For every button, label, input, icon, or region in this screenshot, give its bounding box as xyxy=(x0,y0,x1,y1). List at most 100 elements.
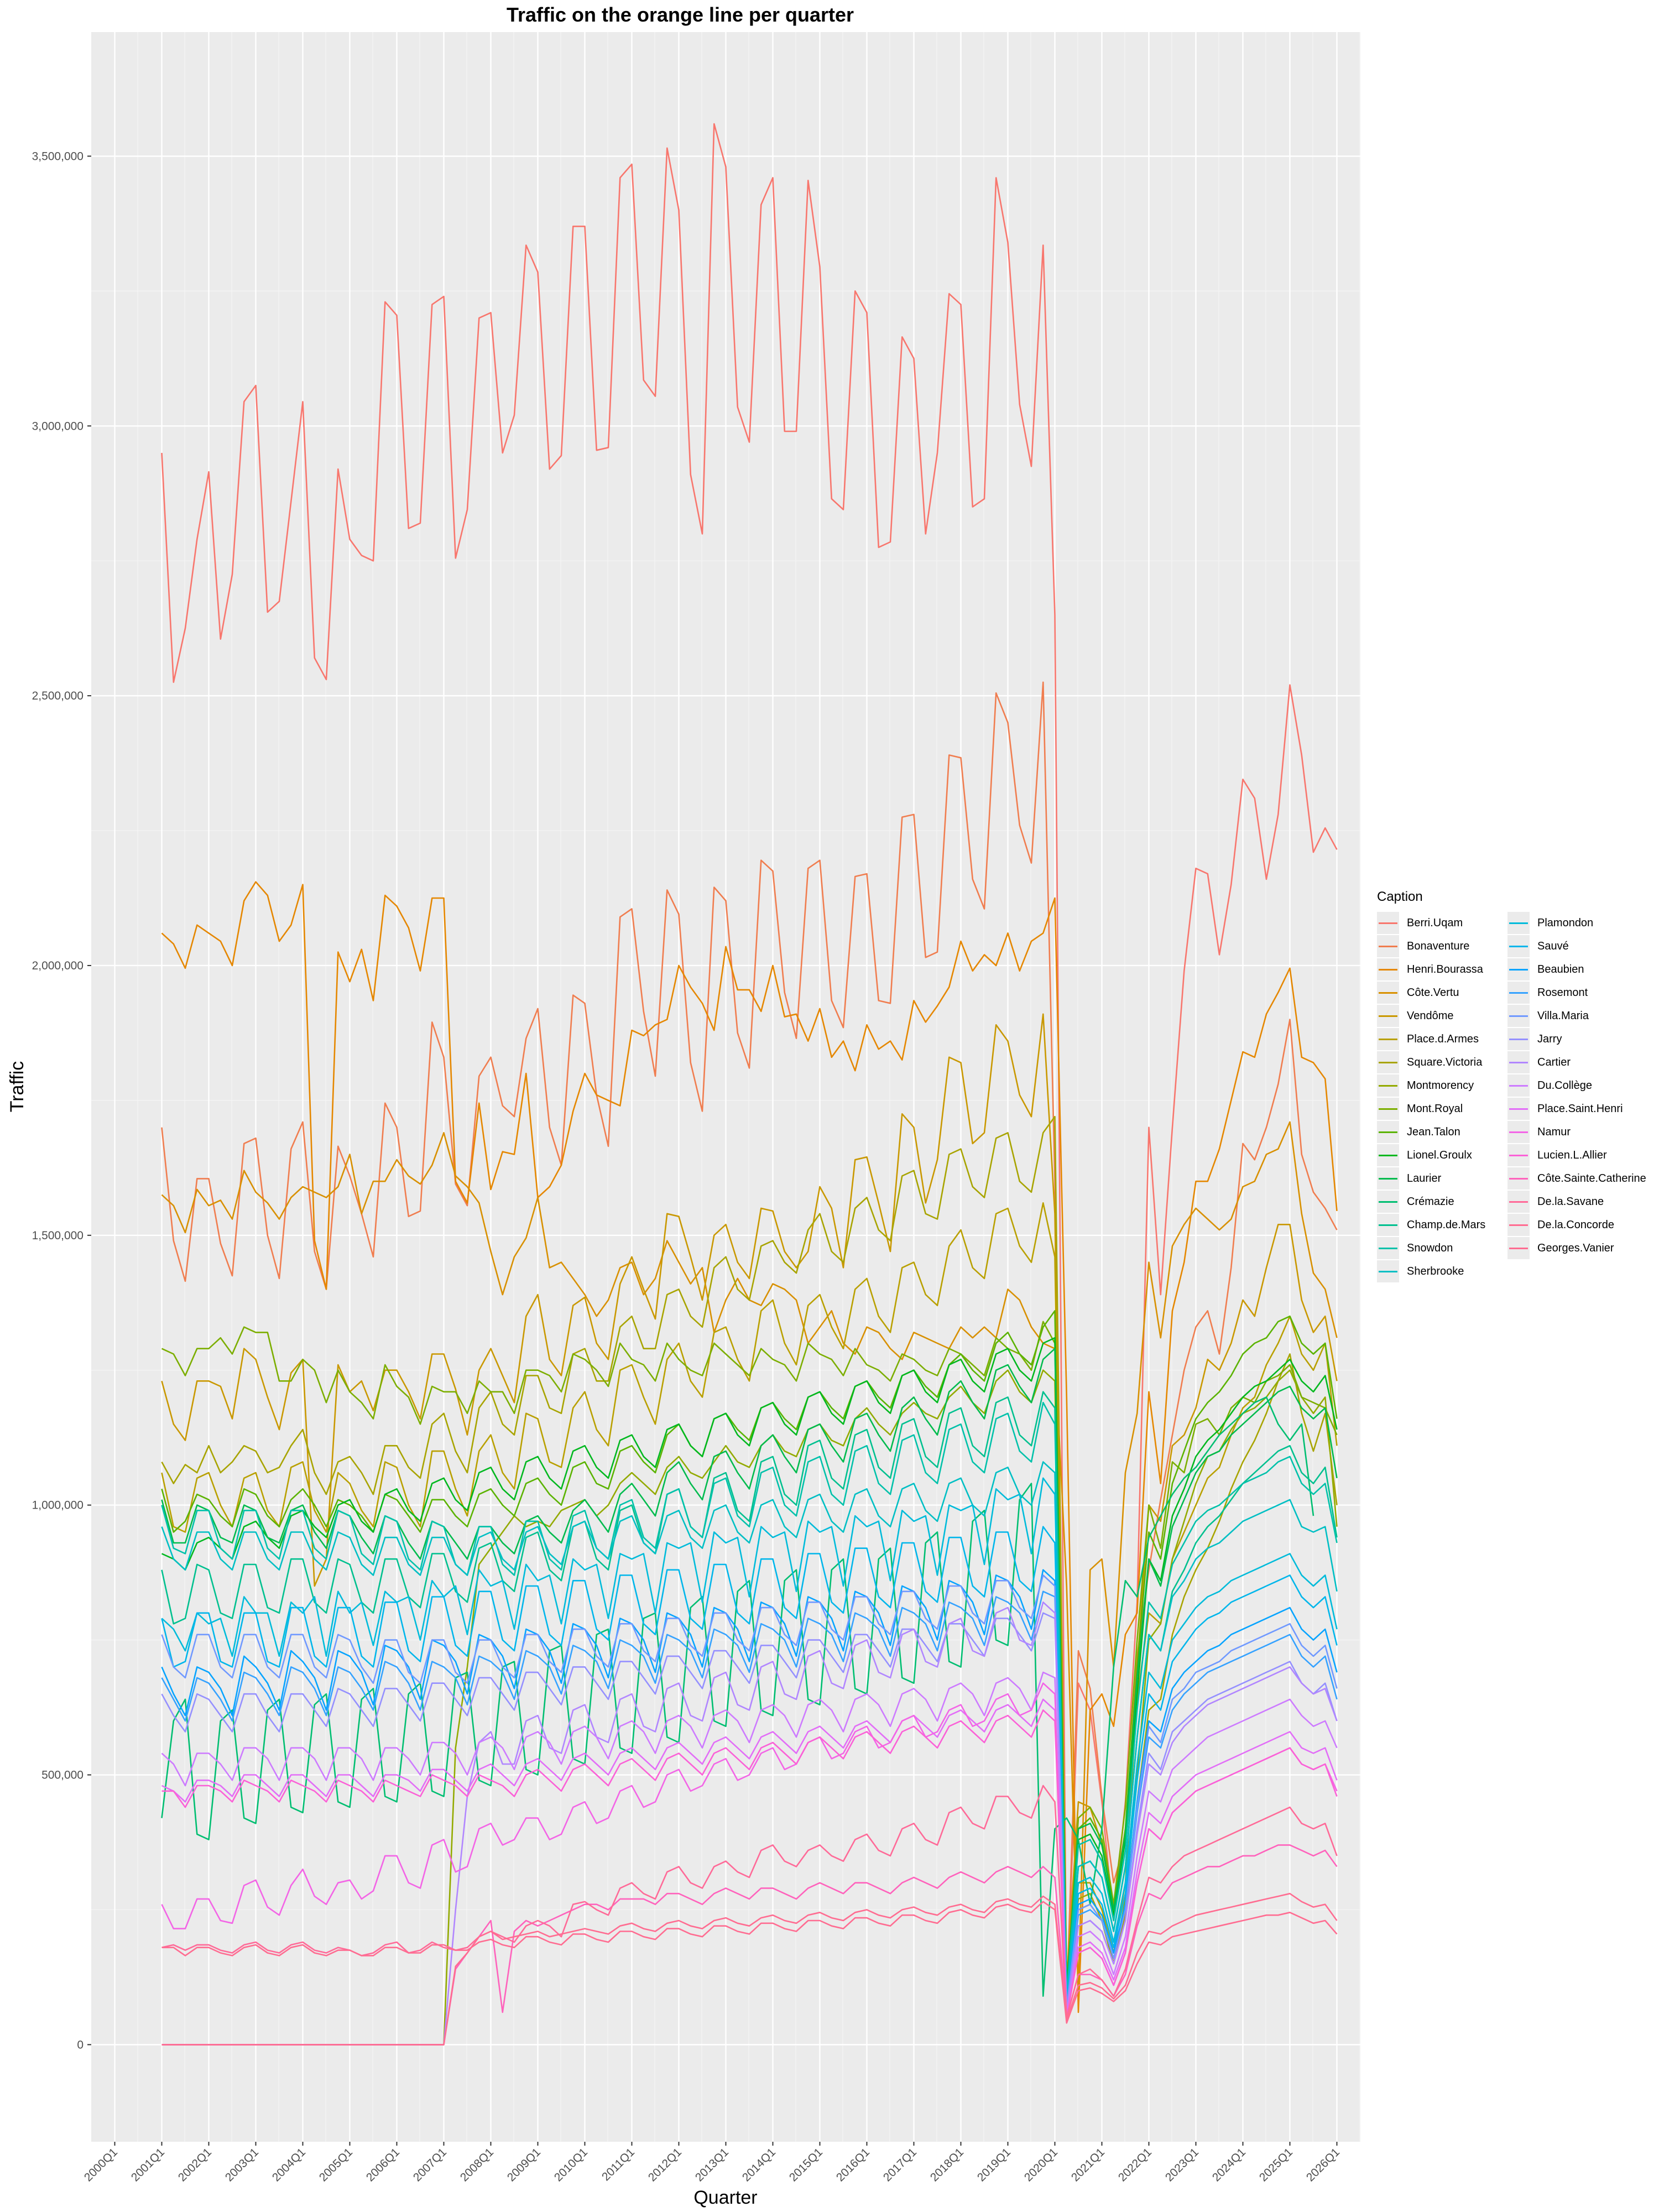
x-tick-label: 2013Q1 xyxy=(693,2146,731,2184)
legend-label: De.la.Savane xyxy=(1537,1195,1604,1208)
series-line xyxy=(161,1901,1338,2024)
x-axis-title: Quarter xyxy=(693,2187,757,2208)
series-lines xyxy=(161,123,1338,2046)
x-tick-label: 2019Q1 xyxy=(975,2146,1013,2184)
x-tick-label: 2006Q1 xyxy=(364,2146,402,2184)
legend-key xyxy=(1507,982,1530,1004)
legend-swatch xyxy=(1379,992,1397,994)
legend-key xyxy=(1507,912,1530,934)
legend-swatch xyxy=(1379,1248,1397,1249)
legend-item: Sherbrooke xyxy=(1377,1260,1499,1283)
legend-label: Champ.de.Mars xyxy=(1407,1218,1486,1231)
legend-label: Beaubien xyxy=(1537,963,1584,975)
legend-swatch xyxy=(1509,1062,1528,1063)
legend-key xyxy=(1377,1028,1399,1050)
legend-label: Cartier xyxy=(1537,1056,1571,1068)
legend-label: Plamondon xyxy=(1537,916,1594,929)
legend-key xyxy=(1377,1074,1399,1097)
legend-key xyxy=(1507,1028,1530,1050)
x-tick-label: 2004Q1 xyxy=(270,2146,308,2184)
legend-key xyxy=(1377,1144,1399,1166)
series-line xyxy=(161,1396,1314,1997)
legend-key xyxy=(1507,958,1530,980)
y-axis-title: Traffic xyxy=(7,1061,28,1113)
series-line xyxy=(161,1477,1338,2002)
y-tick-label: 2,000,000 xyxy=(32,959,84,972)
legend-item: Namur xyxy=(1507,1120,1635,1144)
legend-item: Georges.Vanier xyxy=(1507,1237,1635,1260)
legend-label: Square.Victoria xyxy=(1407,1056,1483,1068)
legend-item: Place.d.Armes xyxy=(1377,1027,1499,1051)
legend-swatch xyxy=(1379,1155,1397,1156)
legend-swatch xyxy=(1379,1062,1397,1063)
legend-label: De.la.Concorde xyxy=(1537,1218,1614,1231)
legend-key xyxy=(1507,1191,1530,1213)
x-tick-label: 2015Q1 xyxy=(787,2146,825,2184)
series-line xyxy=(161,1402,1338,1997)
legend-item: Jarry xyxy=(1507,1027,1635,1051)
series-line xyxy=(161,1526,1338,2008)
x-tick-label: 2012Q1 xyxy=(646,2146,684,2184)
legend-swatch xyxy=(1379,1271,1397,1272)
legend-item: Villa.Maria xyxy=(1507,1004,1635,1027)
x-tick-label: 2018Q1 xyxy=(928,2146,966,2184)
legend-item: Du.Collège xyxy=(1507,1074,1635,1097)
legend-swatch xyxy=(1509,1039,1528,1040)
legend-key xyxy=(1377,912,1399,934)
legend-label: Place.d.Armes xyxy=(1407,1032,1479,1045)
x-tick-label: 2005Q1 xyxy=(317,2146,355,2184)
legend-item: Côte.Vertu xyxy=(1377,981,1499,1004)
legend-swatch xyxy=(1379,1085,1397,1087)
x-tick-label: 2017Q1 xyxy=(881,2146,919,2184)
legend-key xyxy=(1377,935,1399,957)
legend-item: Beaubien xyxy=(1507,958,1635,981)
legend-label: Namur xyxy=(1537,1125,1571,1138)
series-line xyxy=(161,1709,1338,2018)
legend-swatch xyxy=(1509,1155,1528,1156)
x-tick-label: 2001Q1 xyxy=(129,2146,167,2184)
x-tick-label: 2002Q1 xyxy=(176,2146,214,2184)
legend-item: Mont.Royal xyxy=(1377,1097,1499,1120)
series-line xyxy=(161,881,1338,2013)
legend-key xyxy=(1507,1144,1530,1166)
legend-item: Henri.Bourassa xyxy=(1377,958,1499,981)
legend-swatch xyxy=(1379,946,1397,947)
legend-swatch xyxy=(1509,1131,1528,1133)
y-tick-label: 1,000,000 xyxy=(32,1499,84,1512)
y-tick-label: 3,500,000 xyxy=(32,150,84,163)
legend-item: Lionel.Groulx xyxy=(1377,1144,1499,1167)
x-tick-label: 2014Q1 xyxy=(740,2146,778,2184)
series-line xyxy=(161,1310,1338,1992)
legend-key xyxy=(1507,1051,1530,1073)
legend-label: Sherbrooke xyxy=(1407,1265,1464,1277)
legend-swatch xyxy=(1509,1108,1528,1110)
series-line xyxy=(161,1892,1338,2046)
x-tick-label: 2022Q1 xyxy=(1116,2146,1154,2184)
series-line xyxy=(161,1013,1338,1981)
legend-key xyxy=(1507,1167,1530,1190)
legend-items: Berri.Uqam Bonaventure Henri.Bourassa Côte.… xyxy=(1377,911,1653,1283)
series-line xyxy=(161,1348,1338,1992)
legend-item: Vendôme xyxy=(1377,1004,1499,1027)
legend-item: Place.Saint.Henri xyxy=(1507,1097,1635,1120)
legend-label: Crémazie xyxy=(1407,1195,1454,1208)
legend-label: Henri.Bourassa xyxy=(1407,963,1483,975)
legend-swatch xyxy=(1509,1248,1528,1249)
legend-label: Montmorency xyxy=(1407,1079,1474,1092)
series-line xyxy=(161,1337,1338,1986)
legend-item: Sauvé xyxy=(1507,935,1635,958)
legend-item: Snowdon xyxy=(1377,1237,1499,1260)
series-line xyxy=(161,1574,1338,2008)
x-tick-label: 2011Q1 xyxy=(599,2146,637,2183)
legend-label: Bonaventure xyxy=(1407,940,1470,952)
x-tick-label: 2016Q1 xyxy=(834,2146,872,2184)
series-line xyxy=(161,1569,1338,2008)
legend-key xyxy=(1377,1237,1399,1259)
legend-swatch xyxy=(1379,1015,1397,1017)
legend-swatch xyxy=(1509,1015,1528,1017)
legend-item: De.la.Concorde xyxy=(1507,1213,1635,1237)
legend-item: Berri.Uqam xyxy=(1377,911,1499,935)
legend-item: Bonaventure xyxy=(1377,935,1499,958)
legend-item: Côte.Sainte.Catherine xyxy=(1507,1167,1646,1190)
legend-key xyxy=(1507,1237,1530,1259)
